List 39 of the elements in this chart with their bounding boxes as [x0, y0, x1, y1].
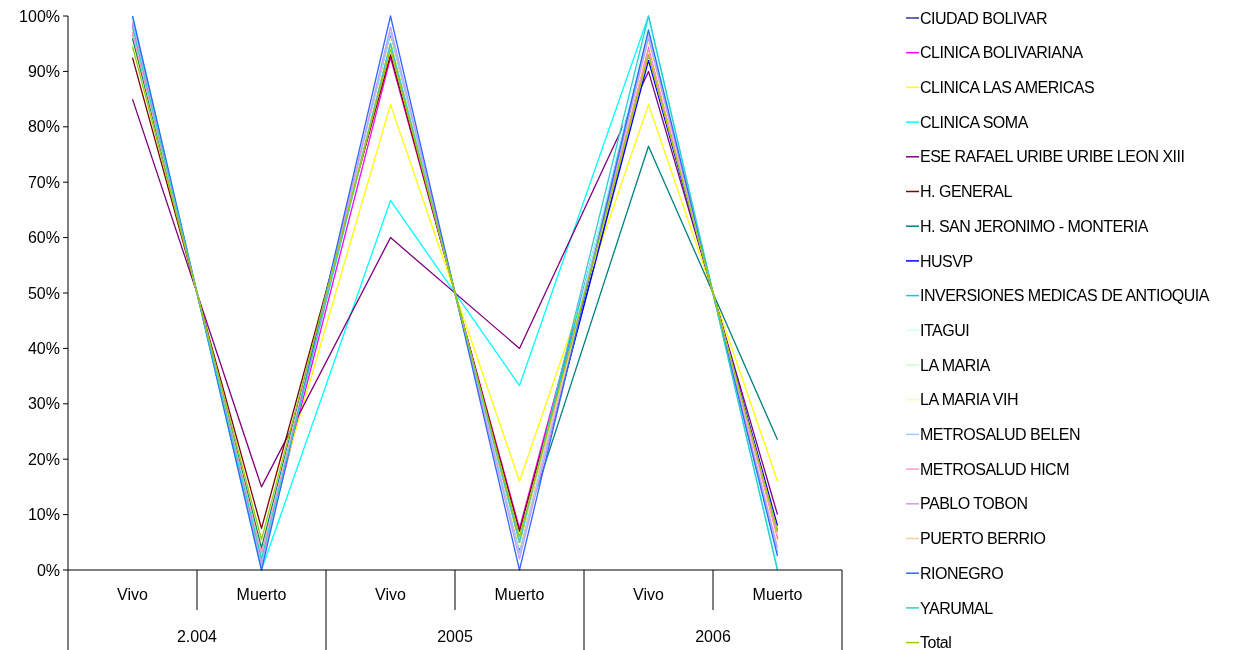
legend-label: LA MARIA VIH [920, 391, 1019, 409]
y-tick-label: 50% [27, 284, 60, 302]
legend-label: ESE RAFAEL URIBE URIBE LEON XIII [920, 148, 1185, 166]
text: 2.004 [176, 628, 218, 645]
legend-label: PABLO TOBON [920, 495, 1028, 513]
y-tick-label: 40% [27, 340, 60, 357]
x-tick-label: Muerto [236, 586, 287, 603]
y-tick-label: 30% [27, 395, 60, 413]
legend-label: LA MARIA [920, 356, 991, 374]
legend-label: PUERTO BERRIO [920, 530, 1046, 548]
x-tick-label: Vivo [375, 586, 407, 603]
legend-label: YARUMAL [920, 599, 994, 617]
legend-label: HUSVP [920, 252, 973, 270]
y-tick-label: 10% [27, 506, 60, 524]
y-tick-label: 80% [27, 118, 60, 136]
legend-label: CLINICA LAS AMERICAS [920, 79, 1095, 96]
x-tick-label: Muerto [752, 586, 803, 603]
x-tick-label: Muerto [494, 586, 545, 603]
legend-label: CIUDAD BOLIVAR [920, 9, 1047, 27]
x-tick-label: Vivo [633, 586, 665, 603]
y-tick-label: 70% [27, 173, 60, 191]
legend-label: CLINICA SOMA [920, 113, 1029, 131]
text: 2006 [695, 628, 731, 645]
y-tick-label: 100% [19, 7, 60, 25]
legend-label: H. GENERAL [920, 183, 1013, 201]
legend-label: Total [920, 634, 952, 650]
legend-label: METROSALUD BELEN [920, 426, 1081, 443]
y-tick-label: 90% [27, 63, 60, 80]
legend-label: H. SAN JERONIMO - MONTERIA [920, 217, 1149, 235]
legend-label: ITAGUI [920, 321, 970, 339]
legend-label: RIONEGRO [920, 564, 1004, 582]
legend-label: CLINICA BOLIVARIANA [920, 44, 1084, 62]
text: 2005 [437, 628, 473, 645]
legend-label: INVERSIONES MEDICAS DE ANTIOQUIA [920, 287, 1210, 305]
y-tick-label: 0% [36, 561, 60, 579]
y-tick-label: 20% [27, 450, 60, 468]
x-tick-label: Vivo [117, 586, 149, 603]
legend-label: METROSALUD HICM [920, 460, 1070, 478]
y-tick-label: 60% [27, 229, 60, 247]
